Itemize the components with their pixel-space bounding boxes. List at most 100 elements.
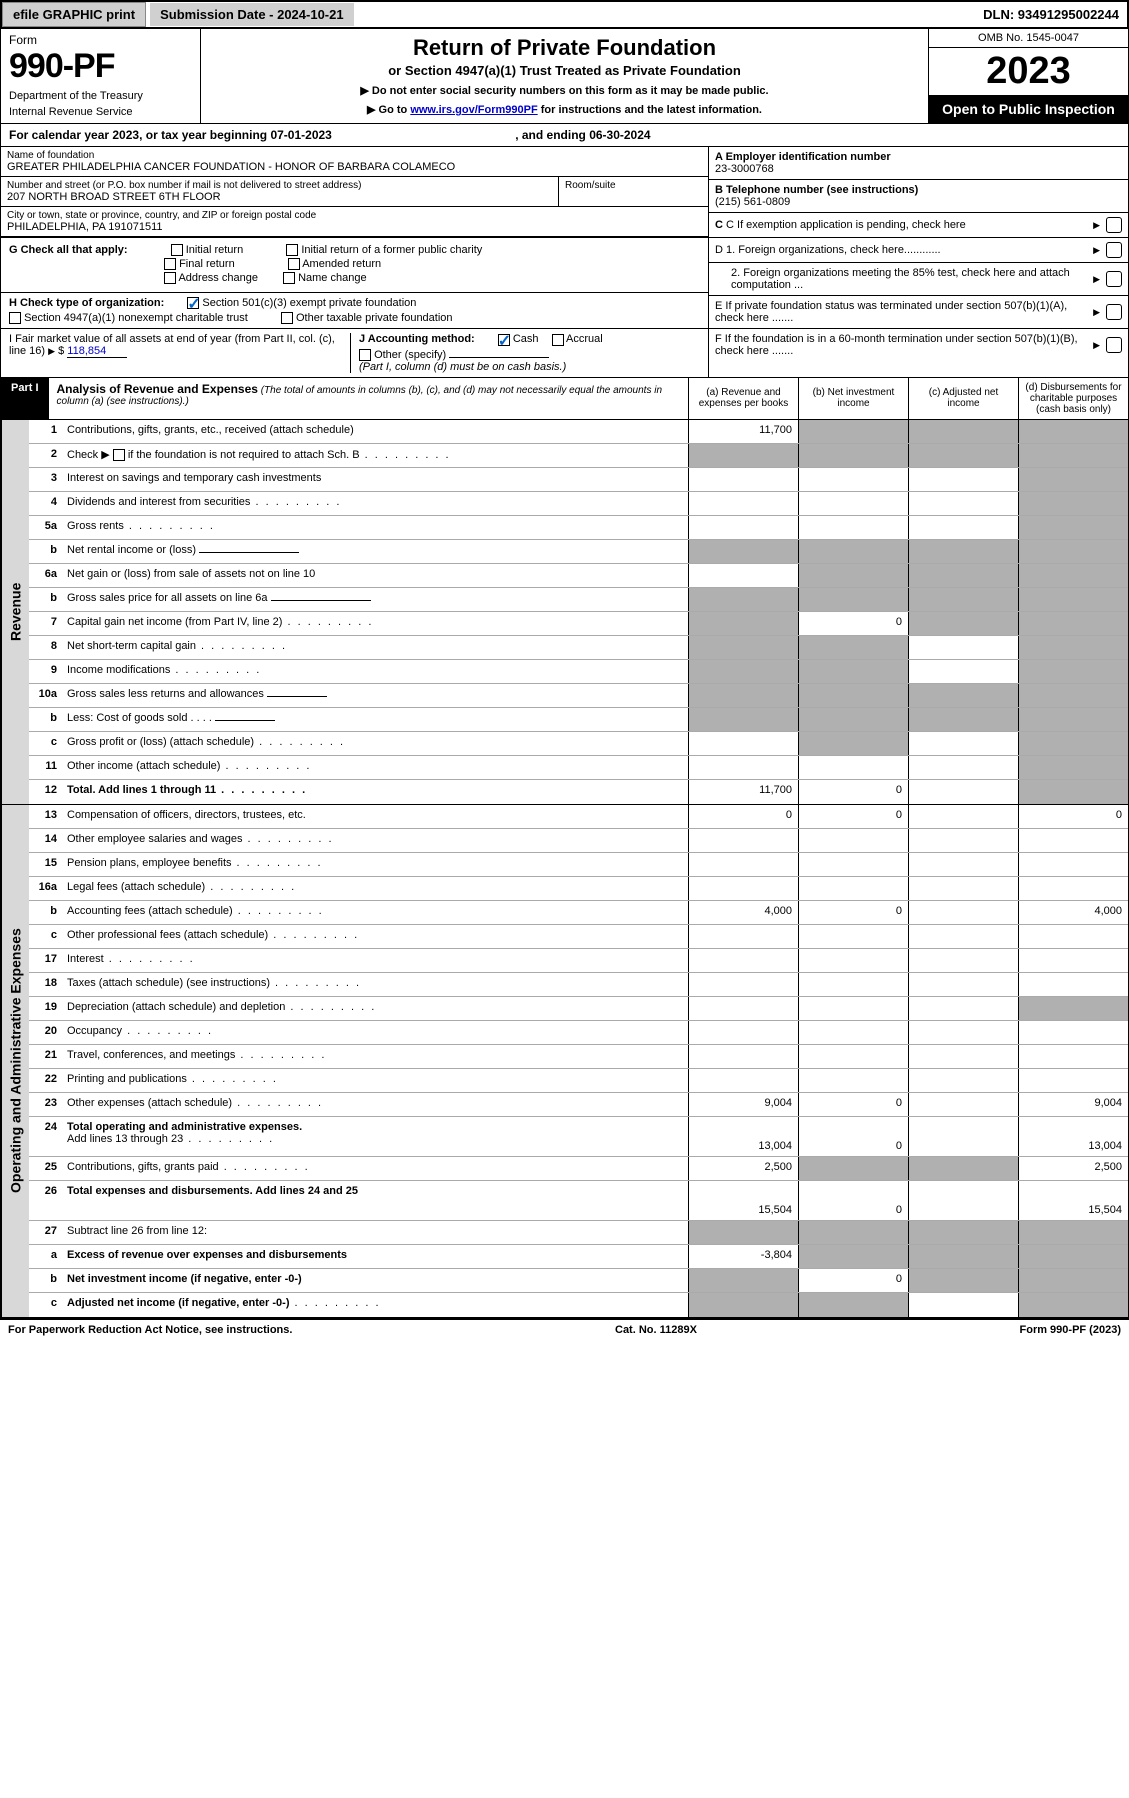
form-word: Form: [9, 33, 192, 47]
line-text: Compensation of officers, directors, tru…: [61, 805, 688, 828]
line-num: 21: [29, 1045, 61, 1068]
line-num: b: [29, 540, 61, 563]
room-suite: Room/suite: [558, 177, 708, 206]
line-text: Total. Add lines 1 through 11: [61, 780, 688, 804]
cal-pre: For calendar year 2023, or tax year begi…: [9, 128, 270, 142]
phone-label: B Telephone number (see instructions): [715, 184, 918, 196]
j-cash: Cash: [513, 333, 539, 345]
line-text: Gross profit or (loss) (attach schedule): [61, 732, 688, 755]
line-text: Check ▶ if the foundation is not require…: [61, 444, 688, 467]
cell-d: 0: [1018, 805, 1128, 828]
initial-former-checkbox[interactable]: [286, 244, 298, 256]
irs-link[interactable]: www.irs.gov/Form990PF: [410, 104, 537, 116]
name-label: Name of foundation: [7, 150, 702, 161]
line-text: Income modifications: [61, 660, 688, 683]
g-name: Name change: [298, 272, 367, 284]
sch-b-checkbox[interactable]: [113, 449, 125, 461]
line-text: Interest: [61, 949, 688, 972]
line-text: Contributions, gifts, grants paid: [61, 1157, 688, 1180]
name-change-checkbox[interactable]: [283, 272, 295, 284]
h-label: H Check type of organization:: [9, 297, 164, 309]
line-num: 11: [29, 756, 61, 779]
arrow-icon: [1093, 273, 1100, 285]
line-num: 15: [29, 853, 61, 876]
line-text: Total expenses and disbursements. Add li…: [61, 1181, 688, 1220]
cal-mid: , and ending: [515, 128, 589, 142]
address-change-checkbox[interactable]: [164, 272, 176, 284]
line-text: Printing and publications: [61, 1069, 688, 1092]
cash-checkbox[interactable]: [498, 334, 510, 346]
line-num: a: [29, 1245, 61, 1268]
col-c-header: (c) Adjusted net income: [908, 378, 1018, 419]
line-text: Other expenses (attach schedule): [61, 1093, 688, 1116]
initial-return-checkbox[interactable]: [171, 244, 183, 256]
other-taxable-checkbox[interactable]: [281, 312, 293, 324]
cell-a: 15,504: [688, 1181, 798, 1220]
efile-button[interactable]: efile GRAPHIC print: [2, 2, 146, 27]
dept-treasury: Department of the Treasury: [9, 90, 192, 102]
other-method-checkbox[interactable]: [359, 349, 371, 361]
line-num: c: [29, 1293, 61, 1317]
c-label: C If exemption application is pending, c…: [726, 219, 966, 231]
dln-label: DLN: 93491295002244: [975, 3, 1127, 26]
cell-b: 0: [798, 1093, 908, 1116]
line-text: Interest on savings and temporary cash i…: [61, 468, 688, 491]
501c3-checkbox[interactable]: [187, 297, 199, 309]
line-num: 2: [29, 444, 61, 467]
cell-a: 2,500: [688, 1157, 798, 1180]
cell-a: 13,004: [688, 1117, 798, 1156]
cell-a: 11,700: [688, 420, 798, 443]
col-b-header: (b) Net investment income: [798, 378, 908, 419]
line-text: Net gain or (loss) from sale of assets n…: [61, 564, 688, 587]
form-header: Form 990-PF Department of the Treasury I…: [0, 29, 1129, 124]
amended-checkbox[interactable]: [288, 258, 300, 270]
top-bar: efile GRAPHIC print Submission Date - 20…: [0, 0, 1129, 29]
4947-checkbox[interactable]: [9, 312, 21, 324]
foreign-org-checkbox[interactable]: [1106, 242, 1122, 258]
cogs-input[interactable]: [215, 720, 275, 721]
omb-number: OMB No. 1545-0047: [929, 29, 1128, 48]
final-return-checkbox[interactable]: [164, 258, 176, 270]
60-month-checkbox[interactable]: [1106, 337, 1122, 353]
cell-a: 9,004: [688, 1093, 798, 1116]
d1-label: D 1. Foreign organizations, check here..…: [715, 244, 941, 256]
revenue-side-label: Revenue: [1, 420, 29, 804]
foundation-address: 207 NORTH BROAD STREET 6TH FLOOR: [7, 191, 552, 203]
irs-label: Internal Revenue Service: [9, 106, 192, 118]
line-text: Dividends and interest from securities: [61, 492, 688, 515]
cell-d: 2,500: [1018, 1157, 1128, 1180]
g-initial: Initial return: [186, 244, 243, 256]
g-initial-former: Initial return of a former public charit…: [301, 244, 482, 256]
h-4947: Section 4947(a)(1) nonexempt charitable …: [24, 312, 248, 324]
section-h: H Check type of organization: Section 50…: [1, 292, 708, 328]
line-text: Accounting fees (attach schedule): [61, 901, 688, 924]
open-inspection: Open to Public Inspection: [929, 95, 1128, 123]
line-num: b: [29, 708, 61, 731]
g-amended: Amended return: [302, 258, 381, 270]
accrual-checkbox[interactable]: [552, 334, 564, 346]
line-num: 26: [29, 1181, 61, 1220]
expenses-section: Operating and Administrative Expenses 13…: [0, 805, 1129, 1318]
exemption-pending-checkbox[interactable]: [1106, 217, 1122, 233]
gross-sales-input[interactable]: [271, 600, 371, 601]
arrow-icon: [1093, 244, 1100, 256]
page-footer: For Paperwork Reduction Act Notice, see …: [0, 1318, 1129, 1340]
foreign-85-checkbox[interactable]: [1106, 271, 1122, 287]
other-specify-input[interactable]: [449, 357, 549, 358]
status-terminated-checkbox[interactable]: [1106, 304, 1122, 320]
col-d-header: (d) Disbursements for charitable purpose…: [1018, 378, 1128, 419]
line-text: Taxes (attach schedule) (see instruction…: [61, 973, 688, 996]
gross-sales-less-input[interactable]: [267, 696, 327, 697]
ssn-warning: ▶ Do not enter social security numbers o…: [207, 84, 922, 97]
line-text: Depreciation (attach schedule) and deple…: [61, 997, 688, 1020]
line-text: Other income (attach schedule): [61, 756, 688, 779]
line-text: Pension plans, employee benefits: [61, 853, 688, 876]
line-text: Legal fees (attach schedule): [61, 877, 688, 900]
h-501c3: Section 501(c)(3) exempt private foundat…: [202, 297, 416, 309]
j-other: Other (specify): [374, 349, 446, 361]
form-title: Return of Private Foundation: [207, 35, 922, 61]
j-note: (Part I, column (d) must be on cash basi…: [359, 361, 700, 373]
rental-input[interactable]: [199, 552, 299, 553]
line-text: Capital gain net income (from Part IV, l…: [61, 612, 688, 635]
cell-d: 15,504: [1018, 1181, 1128, 1220]
